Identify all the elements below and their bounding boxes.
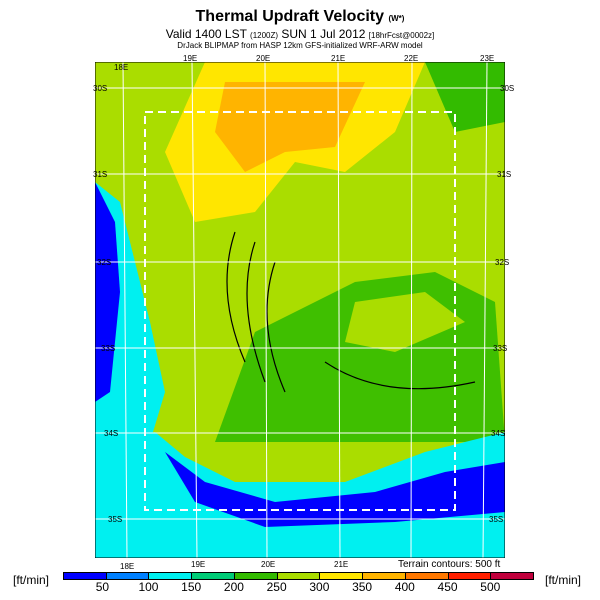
valid-code: (1200Z) [250, 31, 279, 40]
colorbar-segment [319, 572, 364, 580]
map-plot [95, 62, 505, 558]
terrain-contours [226, 231, 476, 393]
yellowgreen-patch [345, 292, 465, 352]
unit-label-left: [ft/min] [13, 573, 50, 587]
model-line: DrJack BLIPMAP from HASP 12km GFS-initia… [177, 41, 423, 50]
colorbar-segment [233, 572, 278, 580]
colorbar-tick-label: 450 [437, 580, 458, 594]
bottom-lon-label: 19E [191, 560, 206, 569]
lat-label-left: 34S [104, 429, 119, 438]
colorbar-segment [63, 572, 107, 580]
lat-label-right: 31S [497, 170, 512, 179]
top-lon-label: 22E [404, 54, 419, 63]
colorbar-tick-label: 300 [309, 580, 330, 594]
colorbar-tick-label: 100 [138, 580, 159, 594]
valid-fcst: [18hrFcst@0002z] [368, 31, 435, 40]
valid-date: SUN 1 Jul 2012 [281, 27, 366, 41]
plot-title: Thermal Updraft Velocity (W*) [0, 8, 600, 26]
lat-label-left: 31S [93, 170, 108, 179]
title-note: (W*) [388, 14, 405, 23]
bottom-lon-label: 21E [334, 560, 349, 569]
colorbar-tick-label: 200 [223, 580, 244, 594]
lat-label-right: 35S [489, 515, 504, 524]
colorbar-segment [276, 572, 321, 580]
top-lon-label: 18E [114, 63, 129, 72]
terrain-note: Terrain contours: 500 ft [398, 559, 501, 570]
lat-label-left: 32S [97, 258, 112, 267]
lat-label-right: 34S [491, 429, 506, 438]
lat-label-right: 32S [495, 258, 510, 267]
colorbar-tick-label: 350 [352, 580, 373, 594]
colorbar-segment [191, 572, 235, 580]
colorbar-tick-label: 250 [266, 580, 287, 594]
green-region-ne [425, 62, 505, 132]
colorbar-segment [490, 572, 534, 580]
colorbar-segment [105, 572, 150, 580]
bottom-lon-label: 20E [261, 560, 276, 569]
unit-label-right: [ft/min] [545, 573, 582, 587]
ocean-south [95, 432, 505, 558]
lat-label-left: 35S [108, 515, 123, 524]
title-text: Thermal Updraft Velocity [195, 8, 385, 25]
colorbar-tick-label: 400 [394, 580, 415, 594]
colorbar-segment [447, 572, 492, 580]
bottom-lon-label: 18E [120, 562, 135, 571]
deep-ocean-west [95, 182, 120, 402]
colorbar-segment [148, 572, 193, 580]
top-lon-label: 19E [183, 54, 198, 63]
graticule [95, 62, 505, 558]
lat-label-left: 30S [93, 84, 108, 93]
colorbar-segment [362, 572, 406, 580]
top-lon-label: 21E [331, 54, 346, 63]
lat-label-right: 33S [493, 344, 508, 353]
top-lon-label: 23E [480, 54, 495, 63]
lat-label-right: 30S [500, 84, 515, 93]
lat-label-left: 33S [101, 344, 116, 353]
valid-time: Valid 1400 LST (1200Z) SUN 1 Jul 2012 [1… [0, 27, 600, 41]
orange-region [215, 82, 365, 172]
top-lon-label: 20E [256, 54, 271, 63]
colorbar-tick-label: 150 [181, 580, 202, 594]
colorbar-segment [404, 572, 449, 580]
inner-domain-box [144, 111, 456, 511]
colorbar-tick-label: 500 [480, 580, 501, 594]
valid-line: Valid 1400 LST [165, 27, 247, 41]
deep-ocean-south [165, 452, 505, 527]
colorbar-tick-label: 50 [95, 580, 110, 594]
